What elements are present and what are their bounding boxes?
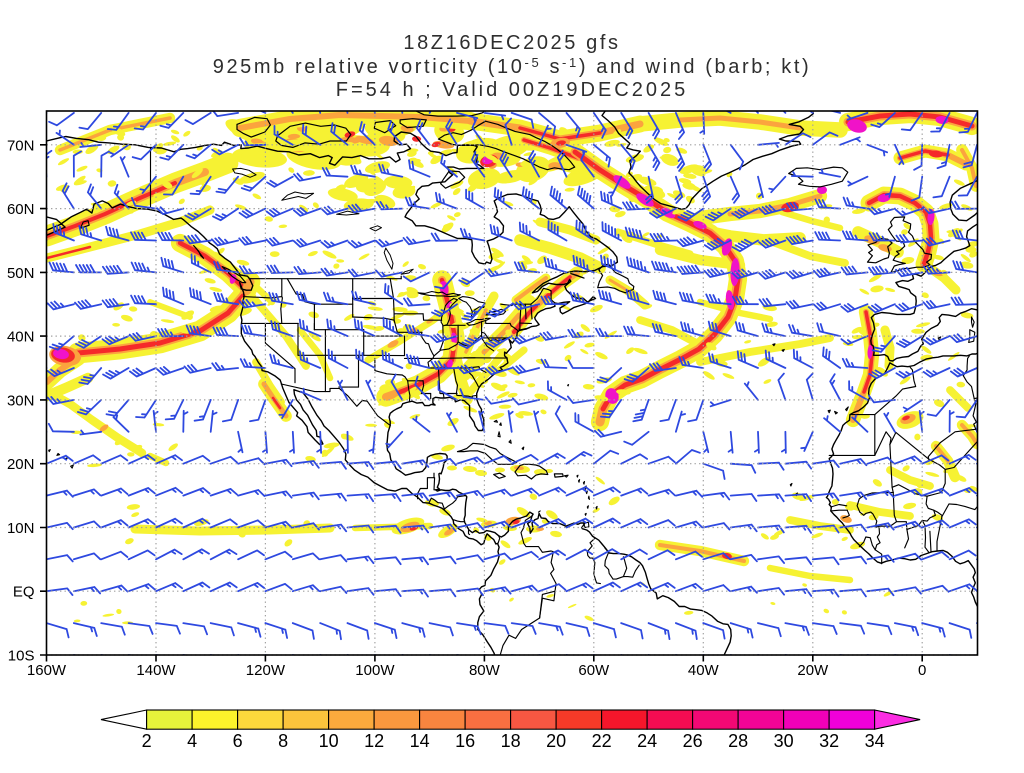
svg-text:14: 14 (410, 731, 430, 751)
svg-text:20W: 20W (797, 662, 829, 679)
svg-text:24: 24 (637, 731, 657, 751)
svg-text:30: 30 (774, 731, 794, 751)
svg-text:EQ: EQ (13, 584, 35, 601)
svg-text:34: 34 (865, 731, 885, 751)
svg-text:16: 16 (455, 731, 475, 751)
svg-text:18: 18 (501, 731, 521, 751)
svg-text:28: 28 (728, 731, 748, 751)
svg-text:20N: 20N (7, 456, 35, 473)
svg-text:32: 32 (819, 731, 839, 751)
svg-text:12: 12 (364, 731, 384, 751)
svg-text:18Z16DEC2025 gfs: 18Z16DEC2025 gfs (403, 32, 620, 54)
svg-text:60N: 60N (7, 201, 35, 218)
svg-text:8: 8 (278, 731, 288, 751)
svg-text:100W: 100W (355, 662, 395, 679)
svg-text:4: 4 (187, 731, 197, 751)
svg-text:60W: 60W (578, 662, 610, 679)
svg-text:50N: 50N (7, 265, 35, 282)
svg-text:2: 2 (142, 731, 152, 751)
svg-text:10: 10 (319, 731, 339, 751)
svg-text:F=54 h ; Valid 00Z19DEC2025: F=54 h ; Valid 00Z19DEC2025 (336, 79, 688, 101)
svg-text:140W: 140W (136, 662, 176, 679)
svg-text:160W: 160W (27, 662, 67, 679)
svg-text:120W: 120W (246, 662, 286, 679)
svg-text:40W: 40W (688, 662, 720, 679)
svg-text:20: 20 (546, 731, 566, 751)
svg-text:40N: 40N (7, 329, 35, 346)
svg-text:30N: 30N (7, 392, 35, 409)
svg-text:925mb relative vorticity (10-5: 925mb relative vorticity (10-5 s-1) and … (213, 55, 812, 78)
svg-text:10S: 10S (8, 648, 35, 665)
svg-text:26: 26 (683, 731, 703, 751)
svg-text:6: 6 (233, 731, 243, 751)
svg-text:10N: 10N (7, 520, 35, 537)
svg-text:70N: 70N (7, 137, 35, 154)
svg-text:80W: 80W (469, 662, 501, 679)
svg-text:22: 22 (592, 731, 612, 751)
svg-text:0: 0 (918, 662, 926, 679)
